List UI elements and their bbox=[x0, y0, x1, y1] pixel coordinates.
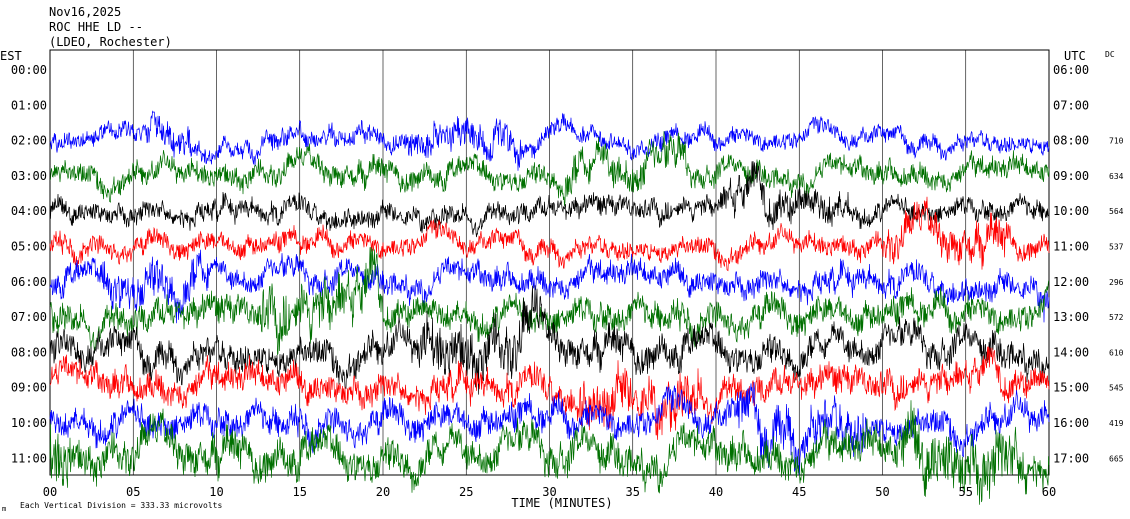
trace-0700 bbox=[49, 246, 1050, 356]
est-label-9: 09:00 bbox=[11, 381, 47, 395]
est-hour-labels: 00:00 01:00 02:00 03:00 04:00 05:00 06:00 07:00… bbox=[11, 63, 47, 465]
trace-0500 bbox=[49, 196, 1050, 272]
x-tick-label-2: 10 bbox=[209, 485, 223, 499]
est-label-7: 07:00 bbox=[11, 310, 47, 324]
dc-label-6: 296 bbox=[1109, 278, 1124, 287]
dc-label-7: 572 bbox=[1109, 313, 1124, 322]
est-label-8: 08:00 bbox=[11, 345, 47, 359]
utc-label-2: 08:00 bbox=[1053, 134, 1089, 148]
est-label-4: 04:00 bbox=[11, 204, 47, 218]
dc-label-10: 419 bbox=[1109, 419, 1124, 428]
trace-0200 bbox=[49, 110, 1050, 171]
x-tick-label-7: 35 bbox=[626, 485, 640, 499]
utc-label-6: 12:00 bbox=[1053, 275, 1089, 289]
header-network: (LDEO, Rochester) bbox=[49, 35, 172, 49]
x-tick-label-6: 30 bbox=[542, 485, 556, 499]
header-date: Nov16,2025 bbox=[49, 5, 121, 19]
x-tick-label-4: 20 bbox=[376, 485, 390, 499]
utc-label-4: 10:00 bbox=[1053, 204, 1089, 218]
est-label-10: 10:00 bbox=[11, 416, 47, 430]
trace-area bbox=[49, 110, 1050, 505]
x-axis-label: TIME (MINUTES) bbox=[511, 496, 612, 510]
dc-label-5: 537 bbox=[1109, 243, 1124, 252]
trace-1000 bbox=[49, 381, 1050, 475]
utc-label-3: 09:00 bbox=[1053, 169, 1089, 183]
est-label-0: 00:00 bbox=[11, 63, 47, 77]
est-label-1: 01:00 bbox=[11, 98, 47, 112]
x-tick-label-1: 05 bbox=[126, 485, 140, 499]
trace-0600 bbox=[49, 249, 1050, 324]
x-tick-label-10: 50 bbox=[875, 485, 889, 499]
utc-label-5: 11:00 bbox=[1053, 240, 1089, 254]
utc-label-1: 07:00 bbox=[1053, 98, 1089, 112]
trace-0400 bbox=[49, 161, 1050, 238]
x-tick-label-8: 40 bbox=[709, 485, 723, 499]
utc-label-7: 13:00 bbox=[1053, 310, 1089, 324]
trace-1100 bbox=[49, 400, 1050, 505]
dc-value-labels: 710 634 564 537 296 572 610 545 419 665 bbox=[1109, 137, 1124, 464]
footnote-scale: Each Vertical Division = 333.33 microvol… bbox=[20, 501, 222, 510]
est-zone-label: EST bbox=[0, 49, 22, 63]
x-tick-label-12: 60 bbox=[1042, 485, 1056, 499]
trace-0300 bbox=[49, 131, 1050, 207]
x-tick-label-3: 15 bbox=[293, 485, 307, 499]
utc-label-10: 16:00 bbox=[1053, 416, 1089, 430]
trace-0800 bbox=[49, 285, 1050, 395]
x-tick-labels: 00 05 10 15 20 25 30 35 40 45 50 55 60 bbox=[43, 485, 1056, 499]
dc-label-9: 545 bbox=[1109, 384, 1124, 393]
header-station: ROC HHE LD -- bbox=[49, 20, 143, 34]
x-tick-label-0: 00 bbox=[43, 485, 57, 499]
dc-label-8: 610 bbox=[1109, 348, 1124, 357]
dc-label-2: 710 bbox=[1109, 137, 1124, 146]
est-label-11: 11:00 bbox=[11, 451, 47, 465]
dc-label-3: 634 bbox=[1109, 172, 1124, 181]
dc-label-4: 564 bbox=[1109, 207, 1124, 216]
trace-0900 bbox=[49, 346, 1050, 440]
est-label-3: 03:00 bbox=[11, 169, 47, 183]
utc-label-0: 06:00 bbox=[1053, 63, 1089, 77]
utc-zone-label: UTC bbox=[1064, 49, 1086, 63]
x-tick-label-11: 55 bbox=[959, 485, 973, 499]
est-label-6: 06:00 bbox=[11, 275, 47, 289]
x-tick-label-5: 25 bbox=[459, 485, 473, 499]
dc-column-label: DC bbox=[1105, 50, 1115, 59]
x-tick-label-9: 45 bbox=[792, 485, 806, 499]
footnote-marker: m bbox=[2, 505, 6, 513]
utc-hour-labels: 06:00 07:00 08:00 09:00 10:00 11:00 12:00 13:00… bbox=[1053, 63, 1089, 465]
est-label-2: 02:00 bbox=[11, 134, 47, 148]
utc-label-8: 14:00 bbox=[1053, 345, 1089, 359]
utc-label-11: 17:00 bbox=[1053, 451, 1089, 465]
est-label-5: 05:00 bbox=[11, 240, 47, 254]
utc-label-9: 15:00 bbox=[1053, 381, 1089, 395]
dc-label-11: 665 bbox=[1109, 454, 1124, 463]
